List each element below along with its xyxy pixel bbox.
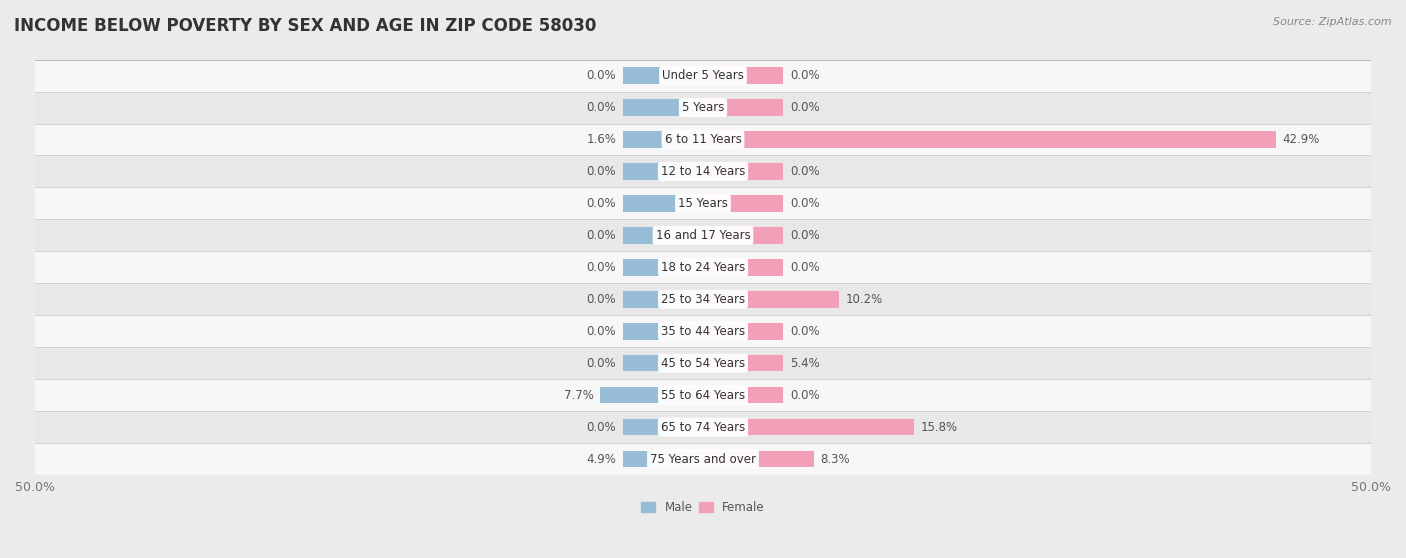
Bar — [623, 451, 703, 468]
Text: 8.3%: 8.3% — [821, 453, 851, 465]
Bar — [35, 187, 1371, 219]
Text: Source: ZipAtlas.com: Source: ZipAtlas.com — [1274, 17, 1392, 27]
Text: 0.0%: 0.0% — [586, 197, 616, 210]
Bar — [35, 251, 1371, 283]
Text: 0.0%: 0.0% — [790, 69, 820, 82]
Bar — [703, 419, 914, 435]
Text: 0.0%: 0.0% — [790, 197, 820, 210]
Bar — [623, 419, 703, 435]
Text: 0.0%: 0.0% — [586, 165, 616, 178]
Bar — [35, 379, 1371, 411]
Bar — [35, 92, 1371, 123]
Text: 5.4%: 5.4% — [790, 357, 820, 370]
Bar — [35, 411, 1371, 443]
Text: 18 to 24 Years: 18 to 24 Years — [661, 261, 745, 274]
Text: 0.0%: 0.0% — [586, 229, 616, 242]
Bar — [703, 387, 783, 403]
Text: 5 Years: 5 Years — [682, 101, 724, 114]
Bar — [35, 60, 1371, 92]
Legend: Male, Female: Male, Female — [637, 497, 769, 519]
Bar — [623, 99, 703, 116]
Text: 0.0%: 0.0% — [790, 229, 820, 242]
Bar — [703, 355, 783, 372]
Text: 0.0%: 0.0% — [790, 101, 820, 114]
Bar — [35, 156, 1371, 187]
Text: Under 5 Years: Under 5 Years — [662, 69, 744, 82]
Bar — [35, 283, 1371, 315]
Bar — [623, 259, 703, 276]
Text: 55 to 64 Years: 55 to 64 Years — [661, 388, 745, 402]
Bar — [35, 347, 1371, 379]
Text: 45 to 54 Years: 45 to 54 Years — [661, 357, 745, 370]
Text: 4.9%: 4.9% — [586, 453, 616, 465]
Text: 0.0%: 0.0% — [790, 388, 820, 402]
Bar — [703, 451, 814, 468]
Text: 0.0%: 0.0% — [586, 421, 616, 434]
Text: 0.0%: 0.0% — [790, 261, 820, 274]
Text: 0.0%: 0.0% — [586, 69, 616, 82]
Text: 0.0%: 0.0% — [586, 101, 616, 114]
Text: 1.6%: 1.6% — [586, 133, 616, 146]
Bar — [703, 259, 783, 276]
Text: 25 to 34 Years: 25 to 34 Years — [661, 293, 745, 306]
Bar — [623, 323, 703, 340]
Bar — [623, 291, 703, 307]
Bar — [703, 323, 783, 340]
Bar — [35, 443, 1371, 475]
Bar — [703, 195, 783, 211]
Text: 0.0%: 0.0% — [790, 325, 820, 338]
Text: 7.7%: 7.7% — [564, 388, 593, 402]
Text: 6 to 11 Years: 6 to 11 Years — [665, 133, 741, 146]
Bar — [600, 387, 703, 403]
Bar — [703, 99, 783, 116]
Bar — [623, 227, 703, 244]
Text: 15 Years: 15 Years — [678, 197, 728, 210]
Bar — [623, 195, 703, 211]
Text: 0.0%: 0.0% — [586, 357, 616, 370]
Bar — [703, 131, 1277, 148]
Bar — [35, 219, 1371, 251]
Text: 35 to 44 Years: 35 to 44 Years — [661, 325, 745, 338]
Text: 0.0%: 0.0% — [586, 261, 616, 274]
Text: 0.0%: 0.0% — [790, 165, 820, 178]
Bar — [623, 163, 703, 180]
Bar — [703, 291, 839, 307]
Bar — [623, 68, 703, 84]
Bar — [623, 355, 703, 372]
Bar — [623, 131, 703, 148]
Text: 12 to 14 Years: 12 to 14 Years — [661, 165, 745, 178]
Bar — [35, 315, 1371, 347]
Text: INCOME BELOW POVERTY BY SEX AND AGE IN ZIP CODE 58030: INCOME BELOW POVERTY BY SEX AND AGE IN Z… — [14, 17, 596, 35]
Text: 15.8%: 15.8% — [921, 421, 957, 434]
Bar — [35, 123, 1371, 156]
Text: 0.0%: 0.0% — [586, 325, 616, 338]
Bar — [703, 163, 783, 180]
Bar — [703, 68, 783, 84]
Text: 10.2%: 10.2% — [846, 293, 883, 306]
Text: 16 and 17 Years: 16 and 17 Years — [655, 229, 751, 242]
Text: 75 Years and over: 75 Years and over — [650, 453, 756, 465]
Bar — [703, 227, 783, 244]
Text: 42.9%: 42.9% — [1282, 133, 1320, 146]
Text: 0.0%: 0.0% — [586, 293, 616, 306]
Text: 65 to 74 Years: 65 to 74 Years — [661, 421, 745, 434]
